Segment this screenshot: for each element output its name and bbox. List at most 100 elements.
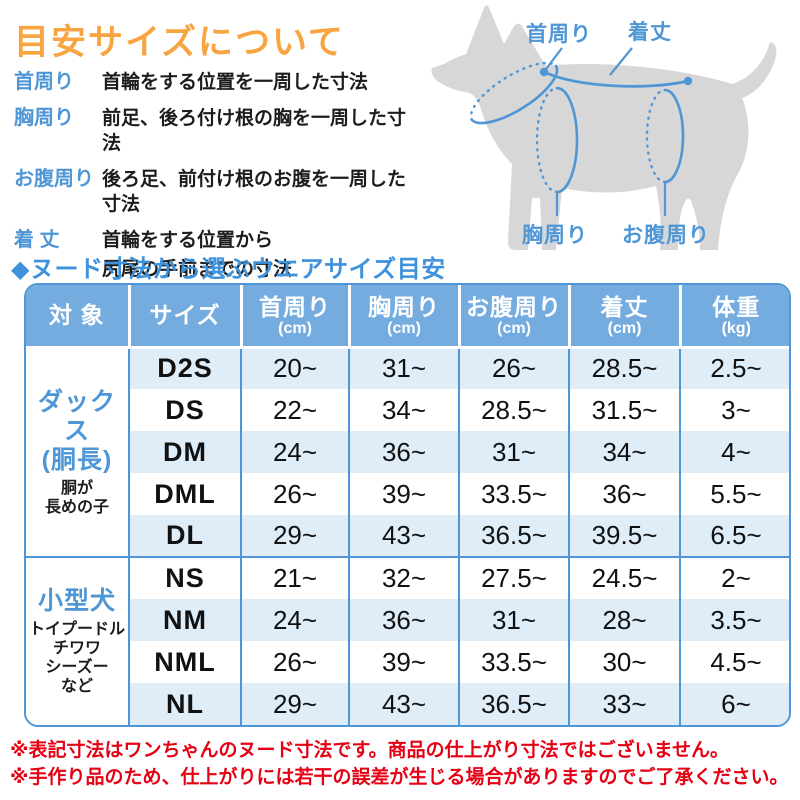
target-group-cell: ダックス (胴長) 胴が 長めの子 [26,347,129,557]
measurement-cell: 28.5~ [458,389,569,431]
measurement-cell: 39.5~ [568,515,680,557]
size-table-header-row: 対 象 サイズ 首周り (cm) 胸周り (cm) お腹周り (cm) 着丈 (cm) … [26,285,789,349]
column-header-weight-unit: (kg) [721,319,751,337]
size-table-row: DS 22~ 34~ 28.5~ 31.5~ 3~ [26,389,789,431]
legend-row-chest: 胸周り 前足、後ろ付け根の胸を一周した寸法 [14,106,424,156]
footnote-1: ※表記寸法はワンちゃんのヌード寸法です。商品の仕上がり寸法ではございません。 [10,740,730,761]
legend-desc-belly: 後ろ足、前付け根のお腹を一周した寸法 [102,169,407,215]
legend-term-length: 着 丈 [14,229,60,251]
measurement-cell: 36~ [348,431,459,473]
diagram-label-chest: 胸周り [522,224,588,247]
measurement-cell: 31~ [348,347,459,389]
measurement-cell: 30~ [568,641,680,683]
measurement-cell: 36~ [568,473,680,515]
legend-term-chest: 胸周り [14,107,74,129]
diagram-label-length: 着丈 [628,21,672,44]
column-header-target-label: 対 象 [49,302,105,329]
measurement-cell: 33~ [568,683,680,725]
measurement-cell: 4~ [679,431,789,473]
measurement-cell: 28.5~ [568,347,680,389]
column-header-length-label: 着丈 [600,293,649,320]
measurement-cell: 26~ [458,347,569,389]
measurement-legend: 首周り 首輪をする位置を一周した寸法 胸周り 前足、後ろ付け根の胸を一周した寸法… [14,70,424,293]
group-name: ダックス [37,387,116,445]
page-title: 目安サイズについて [14,23,345,62]
measurement-cell: 6.5~ [679,515,789,557]
size-code-cell: DL [128,515,241,557]
legend-desc-length-line1: 首輪をする位置から [102,230,274,251]
column-header-weight: 体重 (kg) [678,285,789,349]
measurement-cell: 2.5~ [679,347,789,389]
group-subtext: シーズー [45,659,109,676]
column-header-neck-label: 首周り [259,293,331,320]
size-table-row: DML 26~ 39~ 33.5~ 36~ 5.5~ [26,473,789,515]
measurement-cell: 26~ [240,473,349,515]
column-header-size: サイズ [127,285,241,349]
column-header-chest: 胸周り (cm) [347,285,459,349]
size-table-row: NL 29~ 43~ 36.5~ 33~ 6~ [26,683,789,725]
measurement-cell: 24.5~ [568,556,680,599]
size-code-cell: DS [128,389,241,431]
column-header-target: 対 象 [26,285,129,349]
measurement-cell: 24~ [240,431,349,473]
column-header-chest-unit: (cm) [387,319,421,337]
measurement-cell: 33.5~ [458,641,569,683]
column-header-neck-unit: (cm) [278,319,312,337]
size-code-cell: NS [128,556,241,599]
measurement-cell: 29~ [240,515,349,557]
legend-desc-length: 首輪をする位置から 尻尾の手前までの寸法 [102,228,292,282]
group-name: 小型犬 [37,587,116,615]
group-subtext: 長めの子 [44,498,109,516]
footnote-2: ※手作り品のため、仕上がりには若干の誤差が生じる場合がありますのでご了承ください… [10,767,789,788]
legend-row-neck: 首周り 首輪をする位置を一周した寸法 [14,70,424,95]
group-subtext: 胴が [60,479,93,497]
legend-term-belly: お腹周り [14,168,94,190]
footnotes: ※表記寸法はワンちゃんのヌード寸法です。商品の仕上がり寸法ではございません。 ※… [10,737,796,791]
measurement-cell: 6~ [679,683,789,725]
measurement-cell: 24~ [240,599,349,641]
dog-measurement-diagram: 首周り 着丈 胸周り お腹周り [420,2,800,270]
measurement-cell: 36.5~ [458,515,569,557]
column-header-neck: 首周り (cm) [239,285,349,349]
measurement-cell: 22~ [240,389,349,431]
column-header-belly: お腹周り (cm) [457,285,569,349]
measurement-cell: 26~ [240,641,349,683]
size-table-heading: ◆ヌード寸法から選ぶウエアサイズ目安 [11,256,446,283]
measurement-cell: 20~ [240,347,349,389]
size-table-row: DM 24~ 36~ 31~ 34~ 4~ [26,431,789,473]
measurement-cell: 3~ [679,389,789,431]
measurement-cell: 4.5~ [679,641,789,683]
measurement-cell: 27.5~ [458,556,569,599]
legend-desc-length-line2: 尻尾の手前までの寸法 [102,259,293,280]
column-header-size-label: サイズ [149,302,221,329]
measurement-cell: 43~ [348,515,459,557]
measurement-cell: 32~ [348,556,459,599]
measurement-cell: 34~ [568,431,680,473]
size-code-cell: NM [128,599,241,641]
size-table-row: DL 29~ 43~ 36.5~ 39.5~ 6.5~ [26,515,789,557]
measurement-cell: 3.5~ [679,599,789,641]
group-subtext: など [60,678,93,695]
group-subtext: トイプードル [28,621,125,638]
measurement-cell: 31.5~ [568,389,680,431]
diagram-label-neck: 首周り [526,23,592,46]
group-name-2: (胴長) [41,445,113,474]
target-group-cell: 小型犬トイプードル チワワシーズーなど [26,556,129,725]
size-table-row: 小型犬 トイプードル チワワ シーズー など NS 21~ 32~ 27.5~ 24.5~ 2~ [26,556,789,725]
size-code-cell: DM [128,431,241,473]
column-header-length-unit: (cm) [607,319,642,337]
measurement-cell: 5.5~ [679,473,789,515]
column-header-length: 着丈 (cm) [567,285,680,349]
legend-term-neck: 首周り [14,71,74,93]
measurement-cell: 36.5~ [458,683,569,725]
measurement-cell: 28~ [568,599,680,641]
measurement-cell: 34~ [348,389,459,431]
column-header-chest-label: 胸周り [368,293,440,320]
legend-row-length: 着 丈 首輪をする位置から 尻尾の手前までの寸法 [14,228,424,282]
measurement-cell: 2~ [679,556,789,599]
measurement-cell: 36~ [348,599,459,641]
group-subtext: チワワ [52,640,101,657]
measurement-cell: 33.5~ [458,473,569,515]
column-header-belly-label: お腹周り [466,293,562,320]
